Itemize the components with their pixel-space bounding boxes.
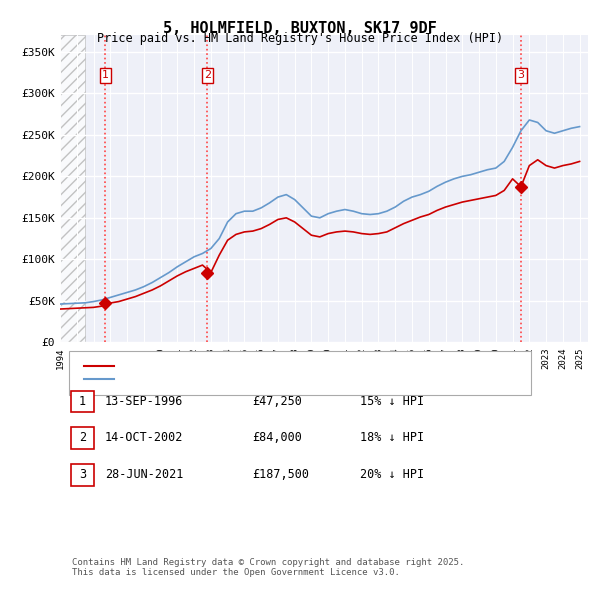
Text: 14-OCT-2002: 14-OCT-2002 [105,431,184,444]
Text: 28-JUN-2021: 28-JUN-2021 [105,468,184,481]
Text: 5, HOLMFIELD, BUXTON, SK17 9DF: 5, HOLMFIELD, BUXTON, SK17 9DF [163,21,437,35]
Text: 1: 1 [79,395,86,408]
Text: 3: 3 [517,70,524,80]
Text: 1: 1 [102,70,109,80]
Text: 5, HOLMFIELD, BUXTON, SK17 9DF (semi-detached house): 5, HOLMFIELD, BUXTON, SK17 9DF (semi-det… [120,361,445,371]
Text: Price paid vs. HM Land Registry's House Price Index (HPI): Price paid vs. HM Land Registry's House … [97,32,503,45]
Bar [60,35,85,342]
Text: 18% ↓ HPI: 18% ↓ HPI [360,431,424,444]
Text: 3: 3 [79,468,86,481]
Text: £84,000: £84,000 [252,431,302,444]
Text: Contains HM Land Registry data © Crown copyright and database right 2025.
This d: Contains HM Land Registry data © Crown c… [72,558,464,577]
Text: 20% ↓ HPI: 20% ↓ HPI [360,468,424,481]
Text: £47,250: £47,250 [252,395,302,408]
Text: £187,500: £187,500 [252,468,309,481]
Text: 2: 2 [204,70,211,80]
Text: 13-SEP-1996: 13-SEP-1996 [105,395,184,408]
Text: 15% ↓ HPI: 15% ↓ HPI [360,395,424,408]
Text: 2: 2 [79,431,86,444]
Text: HPI: Average price, semi-detached house, High Peak: HPI: Average price, semi-detached house,… [120,375,433,384]
